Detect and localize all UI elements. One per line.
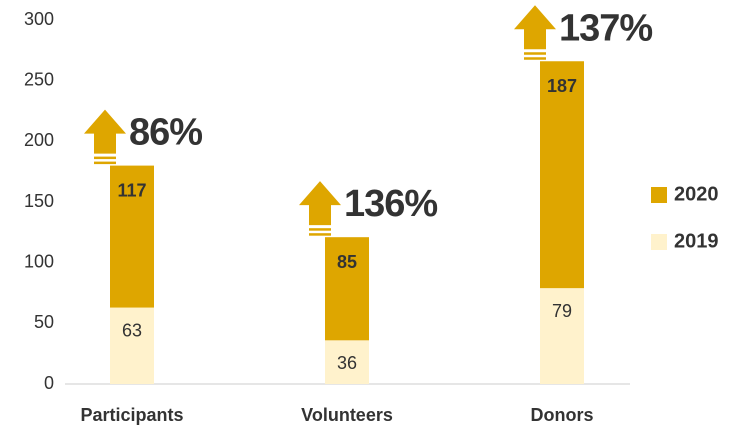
y-tick-label: 300 <box>24 9 54 29</box>
data-label: 36 <box>337 353 357 373</box>
data-label: 117 <box>117 180 146 200</box>
bar-segment <box>325 237 369 341</box>
legend-swatch <box>651 234 667 250</box>
x-tick-label: Participants <box>80 405 183 425</box>
y-tick-label: 150 <box>24 191 54 211</box>
x-tick-label: Donors <box>531 405 594 425</box>
arrow-line <box>94 156 116 160</box>
arrow-line <box>524 57 546 60</box>
arrow-shape <box>514 5 556 50</box>
arrow-shape <box>84 109 126 154</box>
arrow-line <box>309 228 331 231</box>
bar-segment <box>540 288 584 384</box>
data-label: 79 <box>552 301 572 321</box>
arrow-line <box>309 233 331 236</box>
arrow-line <box>524 52 546 55</box>
bar-segment <box>110 307 154 384</box>
y-tick-label: 200 <box>24 130 54 150</box>
arrow-line <box>94 161 116 165</box>
annotation: 136% <box>344 183 437 225</box>
data-label: 85 <box>337 252 357 272</box>
bar-segment <box>110 165 154 308</box>
legend-label: 2020 <box>674 183 719 205</box>
y-tick-label: 250 <box>24 69 54 89</box>
arrow-shape <box>299 181 341 226</box>
bar-segment <box>325 340 369 384</box>
data-label: 187 <box>547 76 577 96</box>
annotation: 137% <box>559 7 652 49</box>
data-label: 63 <box>122 320 142 340</box>
annotation: 86% <box>129 112 202 154</box>
y-tick-label: 100 <box>24 251 54 271</box>
bar-segment <box>540 61 584 289</box>
x-tick-label: Volunteers <box>301 405 393 425</box>
y-tick-label: 50 <box>34 312 54 332</box>
y-tick-label: 0 <box>44 373 54 393</box>
legend-label: 2019 <box>674 230 719 252</box>
legend-swatch <box>651 187 667 203</box>
